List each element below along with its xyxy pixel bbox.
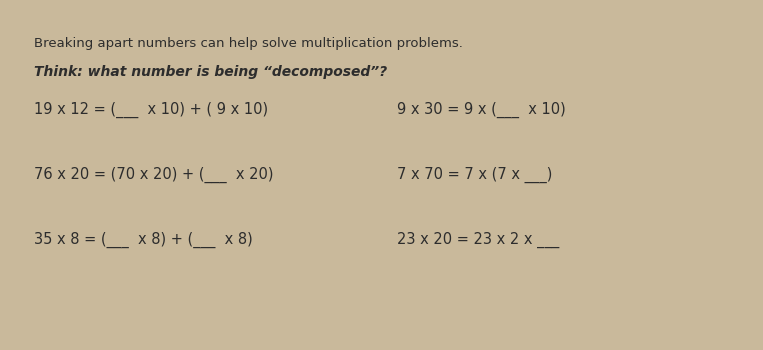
Text: Think: what number is being “decomposed”?: Think: what number is being “decomposed”…	[34, 65, 388, 79]
Text: 19 x 12 = (___  x 10) + ( 9 x 10): 19 x 12 = (___ x 10) + ( 9 x 10)	[34, 102, 269, 118]
Text: 9 x 30 = 9 x (___  x 10): 9 x 30 = 9 x (___ x 10)	[397, 102, 565, 118]
Text: 23 x 20 = 23 x 2 x ___: 23 x 20 = 23 x 2 x ___	[397, 232, 559, 248]
Text: 7 x 70 = 7 x (7 x ___): 7 x 70 = 7 x (7 x ___)	[397, 167, 552, 183]
Text: 35 x 8 = (___  x 8) + (___  x 8): 35 x 8 = (___ x 8) + (___ x 8)	[34, 232, 253, 248]
Text: Breaking apart numbers can help solve multiplication problems.: Breaking apart numbers can help solve mu…	[34, 37, 463, 50]
Text: 76 x 20 = (70 x 20) + (___  x 20): 76 x 20 = (70 x 20) + (___ x 20)	[34, 167, 274, 183]
